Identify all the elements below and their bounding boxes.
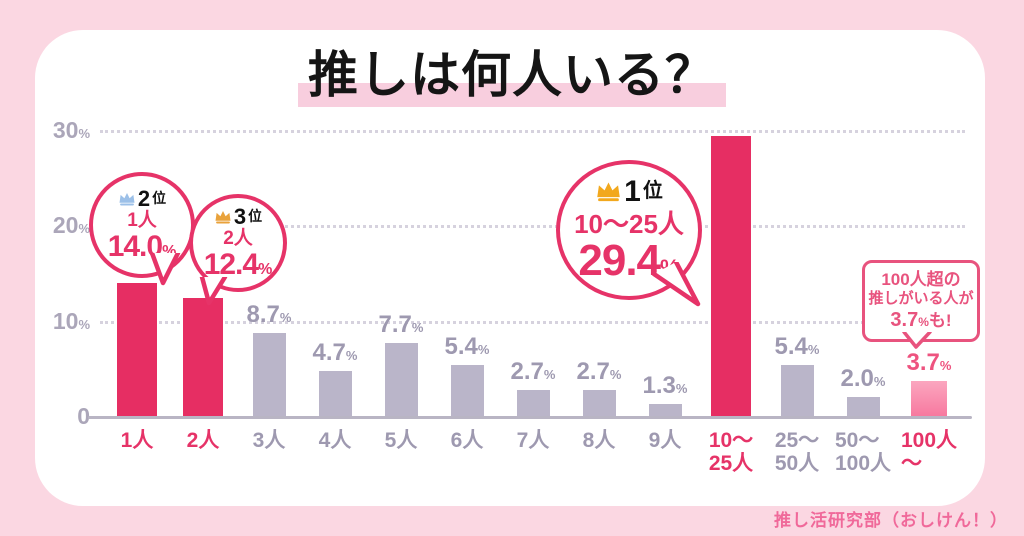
gridline-10 (100, 320, 965, 324)
gold-crown-icon (597, 182, 620, 202)
bar-value-5: 5.4% (444, 333, 490, 360)
y-tick-10: 10% (52, 307, 90, 334)
bar-value-11: 2.0% (840, 365, 886, 392)
rank2-category: 1人 (127, 210, 157, 232)
x-tick-0: 1人 (120, 429, 154, 452)
rank3-category: 2人 (223, 228, 253, 250)
rank1-category: 10〜25人 (574, 208, 684, 239)
bar-value-3: 4.7% (312, 339, 358, 366)
gridline-20 (100, 225, 965, 229)
bar-value-4: 7.7% (378, 311, 424, 338)
bar-value-8: 1.3% (642, 372, 688, 399)
x-tick-3: 4人 (318, 429, 352, 452)
x-axis-line (88, 416, 972, 419)
x-tick-8: 9人 (648, 429, 682, 452)
bar-value-2: 8.7% (246, 301, 292, 328)
bar-value-7: 2.7% (576, 358, 622, 385)
rank3-value: 12.4% (203, 248, 273, 282)
x-tick-12: 100人〜 (900, 429, 958, 475)
rank3-suffix: 位 (248, 208, 263, 225)
x-tick-4: 5人 (384, 429, 418, 452)
y-tick-0: 0 (77, 403, 90, 429)
rank1-number: 1 (624, 175, 641, 208)
rank2-number: 2 (137, 186, 151, 212)
bar-value-6: 2.7% (510, 358, 556, 385)
callout-line3: 3.7%も! (890, 309, 952, 332)
bar-11 (846, 397, 880, 416)
x-tick-1: 2人 (186, 429, 220, 452)
x-tick-5: 6人 (450, 429, 484, 452)
callout-tail (902, 332, 932, 349)
bar-5 (450, 365, 484, 416)
bar-6 (516, 390, 550, 416)
bar-2 (252, 333, 286, 416)
bar-3 (318, 371, 352, 416)
x-tick-2: 3人 (252, 429, 286, 452)
x-tick-10: 25〜 50人 (774, 429, 820, 475)
x-tick-6: 7人 (516, 429, 550, 452)
page-title-text: 推しは何人いる？ (298, 47, 726, 107)
callout-box: 100人超の 推しがいる人が 3.7%も! (862, 260, 980, 342)
callout-line2: 推しがいる人が (868, 290, 974, 308)
x-tick-11: 50〜 100人 (834, 429, 892, 475)
page-title: 推しは何人いる？ (0, 47, 1024, 107)
silver-crown-icon (119, 192, 135, 206)
bar-0 (117, 283, 157, 416)
y-tick-20: 20% (52, 212, 90, 239)
x-tick-9: 10〜 25人 (708, 429, 754, 475)
rank1-bubble-tail (652, 262, 701, 307)
rank3-bubble-tail (199, 277, 228, 306)
y-tick-30: 30% (52, 117, 90, 143)
bar-8 (648, 404, 682, 416)
credit-text: 推し活研究部（おしけん！） (774, 511, 1008, 530)
bar-4 (384, 343, 418, 416)
bar-value-10: 5.4% (774, 333, 820, 360)
bronze-crown-icon (215, 210, 231, 224)
bar-1 (183, 298, 223, 416)
rank2-bubble-tail (149, 253, 181, 286)
bar-12 (911, 381, 947, 416)
bar-9 (711, 136, 751, 416)
x-tick-7: 8人 (582, 429, 616, 452)
bar-value-12: 3.7% (906, 349, 952, 376)
rank1-suffix: 位 (642, 180, 663, 203)
callout-line1: 100人超の (881, 269, 961, 289)
rank3-number: 3 (233, 204, 247, 230)
chart-card (35, 30, 985, 506)
rank2-suffix: 位 (152, 190, 167, 207)
gridline-30 (100, 130, 965, 133)
bar-10 (780, 365, 814, 416)
bar-7 (582, 390, 616, 416)
